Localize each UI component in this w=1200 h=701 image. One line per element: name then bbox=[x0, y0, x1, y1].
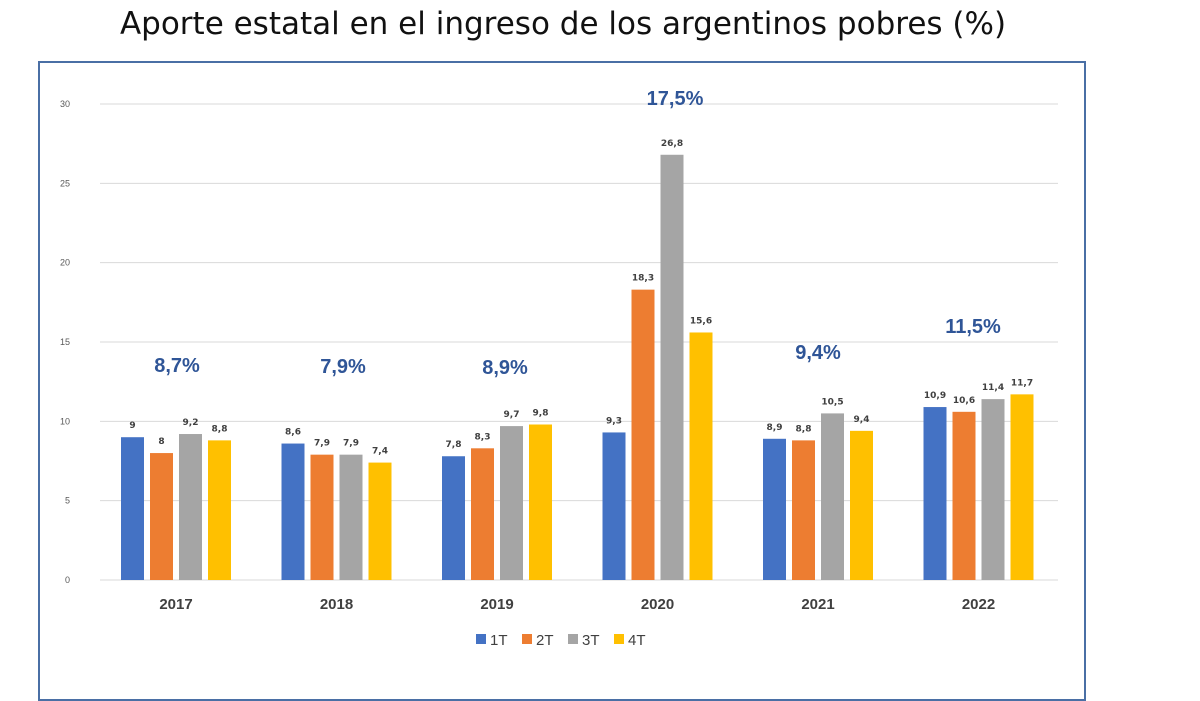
bar-2T-2022 bbox=[952, 411, 976, 580]
data-label: 8,9 bbox=[767, 423, 783, 433]
legend-swatch bbox=[522, 634, 532, 644]
y-tick-label: 15 bbox=[60, 337, 70, 347]
bar-4T-2017 bbox=[208, 440, 231, 580]
y-tick-label: 25 bbox=[60, 178, 70, 188]
bar-4T-2022 bbox=[1010, 394, 1034, 580]
y-tick-label: 5 bbox=[65, 496, 70, 506]
data-label: 7,9 bbox=[343, 439, 359, 449]
annual-average-label: 8,7% bbox=[154, 355, 200, 377]
legend-label: 3T bbox=[582, 632, 600, 649]
bar-3T-2021 bbox=[821, 413, 844, 580]
data-label: 9 bbox=[129, 421, 135, 431]
bar-4T-2020 bbox=[689, 332, 713, 580]
bar-1T-2018 bbox=[281, 443, 305, 580]
data-label: 15,6 bbox=[690, 316, 712, 326]
legend-swatch bbox=[568, 634, 578, 644]
bar-1T-2021 bbox=[763, 438, 786, 580]
bar-1T-2020 bbox=[602, 432, 626, 580]
data-label: 9,3 bbox=[606, 416, 622, 426]
legend-label: 2T bbox=[536, 632, 554, 649]
data-label: 10,6 bbox=[953, 396, 975, 406]
legend-label: 1T bbox=[490, 632, 508, 649]
data-label: 7,9 bbox=[314, 439, 330, 449]
x-tick-label: 2021 bbox=[801, 596, 834, 613]
data-label: 7,4 bbox=[372, 447, 388, 457]
annual-average-label: 11,5% bbox=[945, 316, 1001, 338]
data-label: 8 bbox=[158, 437, 164, 447]
data-label: 10,9 bbox=[924, 391, 946, 401]
x-tick-label: 2022 bbox=[962, 596, 995, 613]
data-label: 9,4 bbox=[854, 415, 870, 425]
y-tick-label: 10 bbox=[60, 416, 70, 426]
bar-2T-2020 bbox=[631, 289, 655, 580]
bar-4T-2021 bbox=[850, 430, 873, 580]
annual-average-label: 17,5% bbox=[647, 88, 704, 110]
bar-3T-2019 bbox=[500, 426, 523, 580]
annual-average-label: 9,4% bbox=[795, 342, 841, 364]
data-label: 8,3 bbox=[475, 432, 491, 442]
bar-chart: 0 5 10 15 20 25 30 9 8 9,2 8,8 2017 8,6 7,9 7,9 7,4 2018… bbox=[60, 88, 1058, 649]
data-label: 18,3 bbox=[632, 274, 654, 284]
data-label: 7,8 bbox=[446, 440, 462, 450]
bar-2T-2021 bbox=[792, 440, 815, 580]
x-tick-label: 2020 bbox=[641, 596, 674, 613]
bar-1T-2022 bbox=[923, 407, 947, 580]
y-tick-label: 30 bbox=[60, 99, 70, 109]
y-tick-label: 0 bbox=[65, 575, 70, 585]
bar-4T-2018 bbox=[368, 462, 392, 580]
bar-1T-2019 bbox=[442, 456, 465, 580]
data-label: 8,8 bbox=[212, 424, 228, 434]
data-label: 8,8 bbox=[796, 424, 812, 434]
chart-title: Aporte estatal en el ingreso de los arge… bbox=[119, 6, 1007, 42]
data-label: 11,7 bbox=[1011, 378, 1033, 388]
bar-2T-2019 bbox=[471, 448, 494, 580]
data-label: 9,7 bbox=[504, 410, 520, 420]
bar-3T-2017 bbox=[179, 434, 202, 580]
x-tick-label: 2017 bbox=[159, 596, 192, 613]
data-label: 9,8 bbox=[533, 409, 549, 419]
data-label: 11,4 bbox=[982, 383, 1004, 393]
annual-average-label: 8,9% bbox=[482, 357, 528, 379]
legend-swatch bbox=[614, 634, 624, 644]
x-tick-label: 2019 bbox=[480, 596, 513, 613]
data-label: 9,2 bbox=[183, 418, 199, 428]
bar-3T-2020 bbox=[660, 154, 684, 581]
legend-swatch bbox=[476, 634, 486, 644]
data-label: 26,8 bbox=[661, 139, 683, 149]
bar-4T-2019 bbox=[529, 424, 552, 580]
y-tick-label: 20 bbox=[60, 258, 70, 268]
bar-2T-2018 bbox=[310, 454, 334, 580]
bar-3T-2018 bbox=[339, 454, 363, 580]
data-label: 10,5 bbox=[821, 397, 843, 407]
bar-3T-2022 bbox=[981, 399, 1005, 580]
bar-2T-2017 bbox=[150, 453, 173, 580]
annual-average-label: 7,9% bbox=[320, 356, 366, 378]
data-label: 8,6 bbox=[285, 428, 301, 438]
legend-label: 4T bbox=[628, 632, 646, 649]
bar-1T-2017 bbox=[121, 437, 144, 580]
x-tick-label: 2018 bbox=[320, 596, 353, 613]
